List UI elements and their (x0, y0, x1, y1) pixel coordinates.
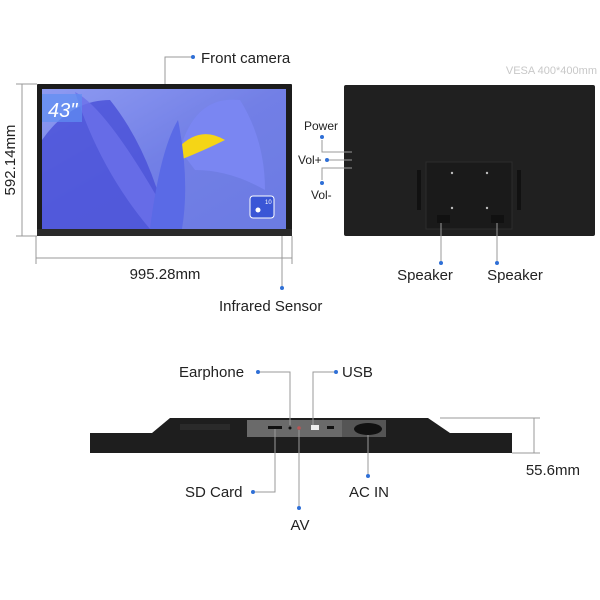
side-view: Earphone USB SD Card AV AC IN 55.6mm (90, 364, 580, 534)
earphone-jack (288, 426, 292, 430)
size-badge-bg (42, 94, 82, 122)
vol-up-dot (325, 158, 329, 162)
ac-in-dot (366, 474, 370, 478)
vol-down-label: Vol- (311, 188, 332, 202)
sd-card-label: SD Card (185, 484, 243, 501)
speaker-left-label: Speaker (397, 267, 453, 284)
flower-yellow (178, 134, 225, 160)
sd-card-dot (251, 490, 255, 494)
depth-dimension: 55.6mm (526, 462, 580, 479)
av-dot (297, 506, 301, 510)
usb-dot (334, 370, 338, 374)
vesa-label: VESA 400*400mm (506, 65, 597, 77)
usb-port (311, 425, 319, 430)
speaker-right-dot (495, 261, 499, 265)
speaker-right-label: Speaker (487, 267, 543, 284)
speaker-left-grille (437, 215, 450, 223)
size-badge: 43" (48, 100, 78, 122)
vol-down-dot (320, 181, 324, 185)
sd-slot (268, 426, 282, 429)
back-panel (344, 85, 595, 236)
touch-icon (249, 195, 275, 219)
earphone-label: Earphone (179, 364, 244, 381)
petal-right (180, 99, 265, 190)
infrared-dot (280, 286, 284, 290)
infrared-sensor-label: Infrared Sensor (219, 298, 322, 315)
touch-count: 10 (265, 200, 272, 206)
power-dot (320, 135, 324, 139)
av-jack (297, 426, 301, 430)
av-label: AV (291, 517, 310, 534)
earphone-dot (256, 370, 260, 374)
usb-label: USB (342, 364, 373, 381)
height-dimension: 592.14mm (2, 125, 19, 196)
speaker-right-grille (491, 215, 504, 223)
front-camera-label: Front camera (201, 50, 291, 67)
ac-in-label: AC IN (349, 484, 389, 501)
ac-socket (354, 423, 382, 435)
power-label: Power (304, 119, 338, 133)
width-dimension: 995.28mm (130, 266, 201, 283)
speaker-left-dot (439, 261, 443, 265)
petal-mid (75, 92, 175, 229)
back-view: VESA 400*400mm Power Vol+ Vol- Speaker S… (298, 65, 597, 284)
front-view: 43" 10 Front camera 592.14mm 995.28mm In… (2, 50, 322, 315)
camera-dot (191, 55, 195, 59)
vol-up-label: Vol+ (298, 153, 322, 167)
